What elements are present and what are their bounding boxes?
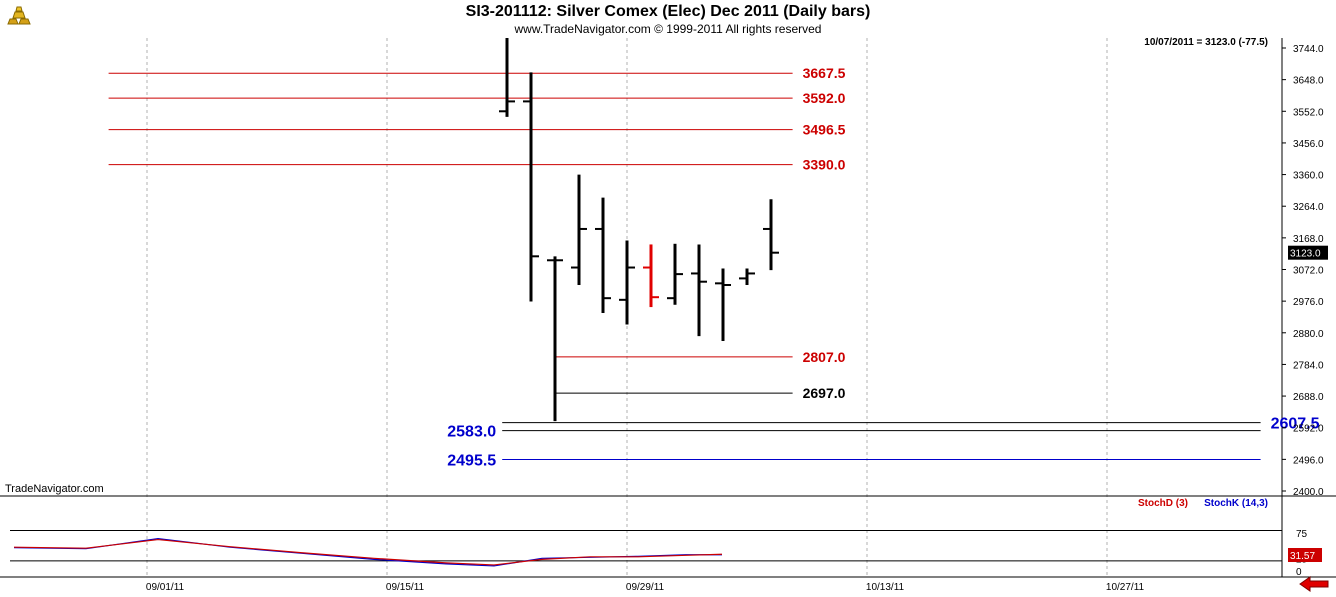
x-tick-label: 10/27/11 <box>1106 582 1145 593</box>
y-tick-label: 2976.0 <box>1293 297 1324 308</box>
stochastic-panel: 75250StochD (3)StochK (14,3)31.57 <box>10 498 1322 578</box>
copyright-text: www.TradeNavigator.com © 1999-2011 All r… <box>514 22 822 36</box>
stoch-value-tag <box>1288 548 1322 563</box>
y-tick-label: 3648.0 <box>1293 76 1324 87</box>
y-tick-label: 3072.0 <box>1293 266 1324 277</box>
level-label: 3667.5 <box>803 65 846 81</box>
y-tick-label: 3264.0 <box>1293 202 1324 213</box>
stoch-k-legend: StochK (14,3) <box>1204 498 1268 509</box>
level-label: 2607.5 <box>1271 416 1320 433</box>
axis-layer: 09/01/11 09/15/11 09/29/11 10/13/11 10/27/11… <box>146 44 1328 593</box>
x-tick-label: 09/29/11 <box>626 582 665 593</box>
y-tick-label: 2784.0 <box>1293 360 1324 371</box>
x-tick-label: 09/15/11 <box>386 582 425 593</box>
bars-layer <box>499 38 779 422</box>
stoch-k-line <box>13 537 722 567</box>
chart-header: SI3-201112: Silver Comex (Elec) Dec 2011… <box>0 0 1336 38</box>
level-label: 2697.0 <box>803 385 846 401</box>
levels-layer: 3667.5 3592.0 3496.5 3390.0 2807.0 2697.0 2607… <box>108 65 1320 470</box>
stoch-tick-label: 0 <box>1296 567 1302 578</box>
last-bar-info: 10/07/2011 = 3123.0 (-77.5) <box>1144 37 1268 48</box>
y-tick-label: 2688.0 <box>1293 392 1324 403</box>
level-label: 2807.0 <box>803 349 846 365</box>
current-price-tag <box>1288 245 1328 260</box>
frame-layer <box>0 38 1336 578</box>
gold-bars-icon <box>4 2 34 32</box>
y-tick-label: 2400.0 <box>1293 487 1324 498</box>
level-label: 3390.0 <box>803 157 846 173</box>
y-tick-label: 2496.0 <box>1293 455 1324 466</box>
current-price-label: 3123.0 <box>1290 249 1321 260</box>
y-tick-label: 3360.0 <box>1293 171 1324 182</box>
x-tick-label: 09/01/11 <box>146 582 185 593</box>
stoch-tick-label: 75 <box>1296 529 1308 540</box>
watermark-text: TradeNavigator.com <box>5 483 104 495</box>
y-tick-label: 3744.0 <box>1293 44 1324 55</box>
y-tick-label: 3456.0 <box>1293 139 1324 150</box>
stoch-d-line <box>13 538 723 566</box>
level-label: 2583.0 <box>447 424 496 441</box>
y-tick-label: 2592.0 <box>1293 424 1324 435</box>
level-label: 3496.5 <box>803 122 846 138</box>
x-tick-label: 10/13/11 <box>866 582 905 593</box>
stoch-value-label: 31.57 <box>1290 551 1315 562</box>
y-tick-label: 3168.0 <box>1293 234 1324 245</box>
y-tick-label: 2880.0 <box>1293 329 1324 340</box>
chart-title: SI3-201112: Silver Comex (Elec) Dec 2011… <box>465 3 871 20</box>
level-label: 3592.0 <box>803 90 846 106</box>
stoch-d-legend: StochD (3) <box>1138 498 1188 509</box>
scroll-left-arrow-icon[interactable] <box>1298 576 1330 592</box>
level-label: 2495.5 <box>447 453 496 470</box>
y-tick-label: 3552.0 <box>1293 107 1324 118</box>
